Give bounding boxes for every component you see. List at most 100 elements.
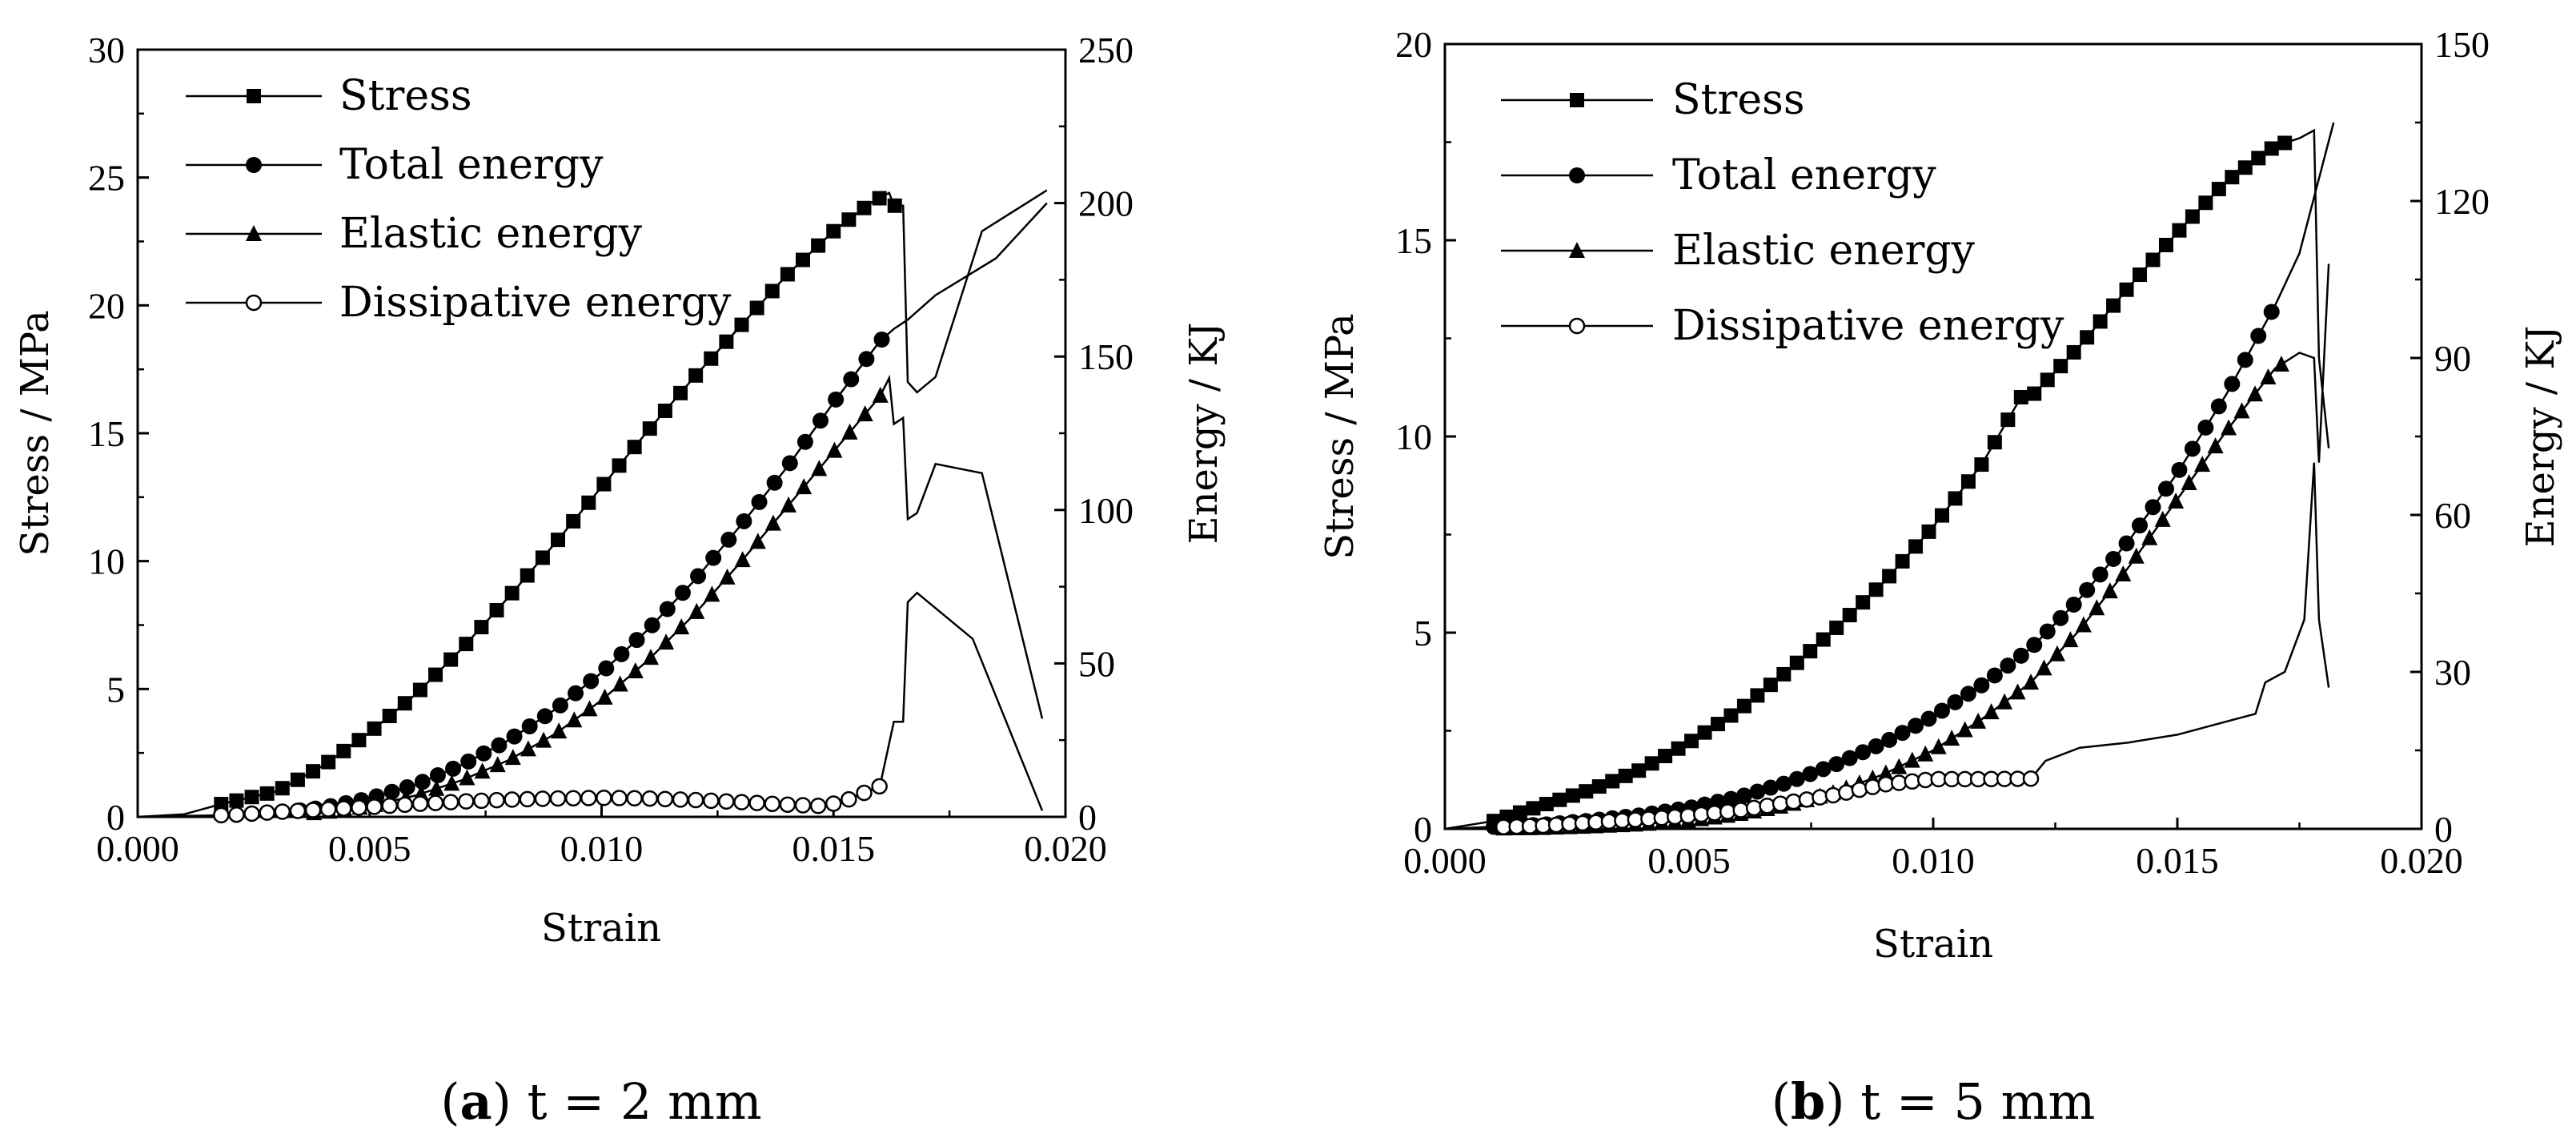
data-point-stress [1736, 698, 1751, 714]
data-point-total-energy [781, 455, 798, 472]
data-point-dissipative-energy [1679, 807, 1697, 825]
data-point-total-energy [674, 585, 691, 601]
data-point-dissipative-energy [381, 797, 398, 814]
data-point-elastic-energy [612, 675, 628, 692]
y2-tick-label: 30 [2434, 652, 2471, 693]
data-point-elastic-energy [2023, 674, 2039, 690]
data-point-total-energy [2263, 304, 2280, 320]
data-point-dissipative-energy [656, 790, 674, 807]
x-tick-label: 0.005 [328, 828, 411, 869]
data-point-stress [1948, 491, 1963, 506]
data-point-total-energy [2000, 657, 2016, 674]
data-point-stress [259, 786, 275, 801]
data-point-stress [229, 793, 244, 808]
data-point-stress [382, 709, 397, 724]
y-axis-title: Stress / MPa [13, 310, 58, 556]
data-point-stress [2013, 390, 2028, 404]
data-point-total-energy [1868, 738, 1884, 754]
data-point-dissipative-energy [1772, 795, 1789, 812]
data-point-dissipative-energy [596, 790, 612, 806]
data-point-elastic-energy [780, 496, 797, 513]
data-point-total-energy [690, 568, 707, 585]
data-point-total-energy [2026, 637, 2043, 653]
x-tick-label: 0.020 [2380, 840, 2463, 881]
data-point-stress [887, 198, 902, 213]
y-tick-label: 10 [1395, 416, 1432, 457]
data-point-elastic-energy [673, 618, 690, 635]
data-point-elastic-energy [2009, 683, 2026, 700]
data-point-stress [1591, 779, 1607, 794]
tick-group: 0.000 0.005 0.010 0.015 0.020051015200306090… [1395, 24, 2490, 881]
data-point-total-energy [1841, 750, 1858, 766]
data-point-dissipative-energy [794, 797, 812, 814]
series-dissipative-energy [1444, 462, 2330, 835]
data-point-stress [1960, 474, 1976, 489]
caption-paren-open: ( [1772, 1072, 1791, 1131]
data-point-total-energy [2210, 398, 2227, 415]
data-point-stress [2225, 170, 2240, 185]
data-point-dissipative-energy [1812, 789, 1828, 806]
data-point-stress [1539, 797, 1554, 812]
data-point-stress [2133, 267, 2148, 283]
data-point-total-energy [1986, 667, 2003, 684]
data-point-elastic-energy [764, 514, 781, 531]
data-point-stress [1882, 569, 1897, 584]
data-point-total-energy [2092, 566, 2109, 583]
y2-tick-label: 150 [2434, 24, 2490, 65]
data-point-dissipative-energy [534, 790, 552, 807]
data-point-dissipative-energy [1877, 776, 1895, 793]
data-point-stress [596, 476, 612, 492]
data-point-stress [306, 764, 321, 779]
data-point-total-energy [766, 474, 783, 491]
data-point-total-energy [2105, 550, 2122, 567]
data-point-total-energy [429, 767, 446, 784]
data-point-stress [719, 334, 734, 349]
data-point-dissipative-energy [1838, 784, 1855, 801]
data-point-stress [2066, 344, 2081, 360]
series-group [1444, 122, 2335, 836]
legend: Stress Total energy Elastic energy Dissipat… [1501, 76, 2064, 350]
data-point-elastic-energy [581, 700, 598, 717]
data-point-elastic-energy [2233, 402, 2250, 419]
data-point-elastic-energy [520, 740, 536, 757]
data-point-stress [1776, 666, 1792, 682]
caption-paren-close: ) [492, 1072, 512, 1131]
y2-tick-label: 60 [2434, 495, 2471, 536]
data-point-stress [1987, 435, 2002, 450]
data-point-elastic-energy [734, 551, 751, 568]
data-point-stress [2092, 314, 2108, 329]
data-point-dissipative-energy [564, 790, 582, 806]
data-point-stress [1723, 708, 1739, 723]
series-line-elastic-energy [137, 374, 1044, 818]
data-point-stress [1579, 784, 1594, 799]
data-point-elastic-energy [704, 585, 720, 602]
data-point-dissipative-energy [1864, 778, 1881, 795]
data-point-total-energy [813, 412, 829, 429]
y-tick-label: 15 [1395, 220, 1432, 261]
data-point-stress [459, 637, 474, 652]
data-point-dissipative-energy [458, 793, 475, 810]
data-point-stress [642, 421, 657, 436]
legend-label: Elastic energy [339, 210, 643, 258]
data-point-dissipative-energy [641, 790, 659, 807]
legend-marker-total-energy [246, 157, 262, 173]
data-point-total-energy [2052, 609, 2069, 626]
data-point-stress [1658, 749, 1673, 764]
data-point-stress [275, 781, 290, 796]
data-point-stress [749, 300, 764, 316]
data-point-dissipative-energy [366, 798, 383, 815]
data-point-dissipative-energy [1798, 791, 1816, 808]
data-point-dissipative-energy [488, 791, 505, 809]
data-point-total-energy [598, 660, 615, 677]
data-point-stress [1565, 788, 1580, 803]
data-point-stress [367, 721, 382, 736]
data-point-total-energy [2171, 461, 2188, 478]
data-point-dissipative-energy [2022, 770, 2040, 787]
data-point-stress [2119, 282, 2134, 297]
data-point-elastic-energy [2181, 474, 2197, 491]
legend-label: Dissipative energy [339, 279, 732, 327]
data-point-dissipative-energy [580, 790, 597, 806]
data-point-dissipative-energy [243, 805, 260, 822]
x-tick-label: 0.015 [792, 828, 876, 869]
data-point-stress [1710, 717, 1725, 732]
